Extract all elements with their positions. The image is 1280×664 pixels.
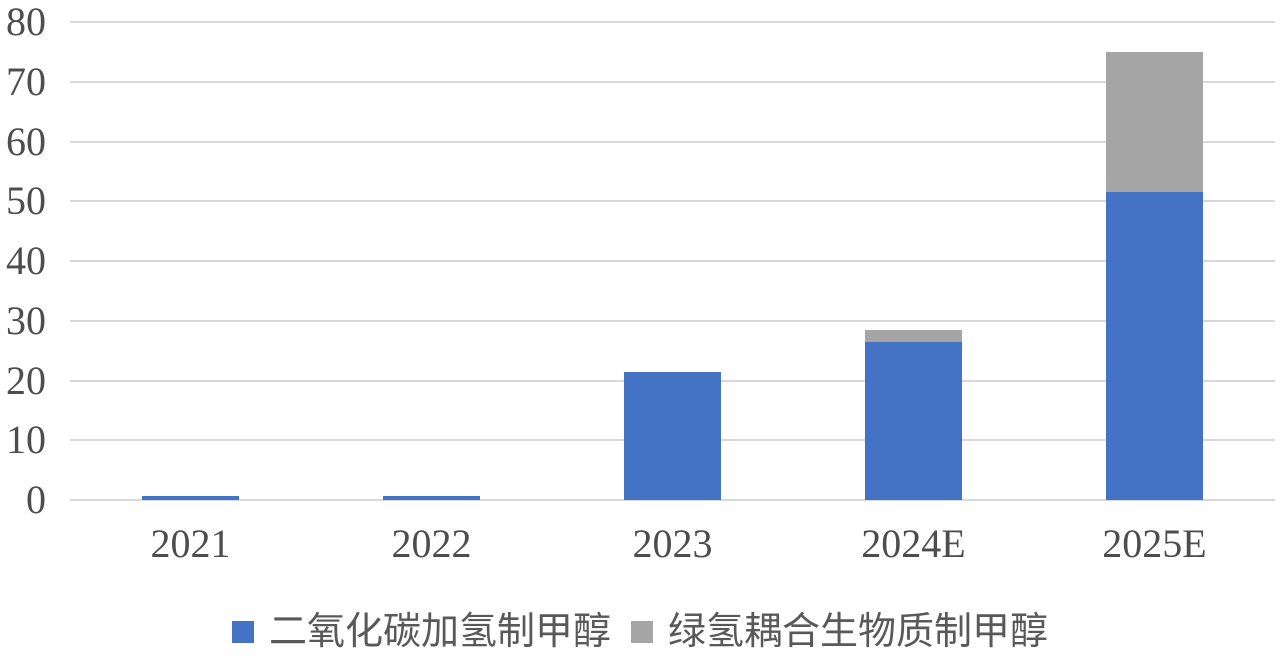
y-axis: 0 10 20 30 40 50 60 70 80: [0, 2, 46, 520]
legend-item: 绿氢耦合生物质制甲醇: [631, 613, 1048, 651]
y-tick-label: 50: [6, 178, 46, 224]
bar-segment: [865, 329, 962, 342]
legend-label: 绿氢耦合生物质制甲醇: [668, 611, 1049, 653]
y-tick-label: 0: [26, 477, 46, 522]
x-tick-label: 2021: [150, 521, 231, 566]
gridline: [70, 21, 1275, 23]
legend-label: 二氧化碳加氢制甲醇: [268, 611, 611, 653]
x-tick-label: 2022: [391, 521, 472, 566]
y-tick-label: 80: [6, 0, 46, 44]
gridline: [70, 200, 1275, 203]
bar-segment: [865, 341, 962, 500]
bar-group: [70, 22, 311, 500]
bar-segment: [383, 495, 480, 500]
y-tick-label: 70: [6, 58, 46, 104]
legend: 二氧化碳加氢制甲醇 绿氢耦合生物质制甲醇: [0, 608, 1280, 656]
gridline: [70, 499, 1275, 501]
plot-area: [70, 21, 1275, 501]
bar-segment: [1106, 192, 1203, 500]
legend-swatch-icon: [631, 621, 653, 643]
x-tick-label: 2024E: [861, 521, 966, 566]
gridline: [70, 140, 1275, 143]
bar-segment: [624, 371, 721, 500]
y-tick-label: 20: [6, 357, 46, 403]
bar-group: [793, 22, 1034, 500]
gridline: [70, 260, 1275, 262]
y-tick-label: 10: [6, 417, 46, 463]
bar-group: [311, 22, 552, 500]
x-tick-label: 2025E: [1102, 521, 1207, 566]
bar-group: [1034, 22, 1275, 500]
legend-swatch-icon: [231, 621, 254, 643]
bar-segment: [142, 495, 239, 500]
y-tick-label: 40: [6, 238, 46, 283]
gridline: [70, 319, 1275, 322]
bar-group: [552, 22, 793, 500]
x-axis: 2021 2022 2023 2024E 2025E: [70, 522, 1275, 566]
bar-segment: [1106, 51, 1203, 193]
gridline: [70, 80, 1275, 83]
y-tick-label: 30: [6, 297, 46, 343]
legend-item: 二氧化碳加氢制甲醇: [231, 611, 611, 653]
y-tick-label: 60: [6, 118, 46, 164]
x-tick-label: 2023: [632, 521, 713, 566]
